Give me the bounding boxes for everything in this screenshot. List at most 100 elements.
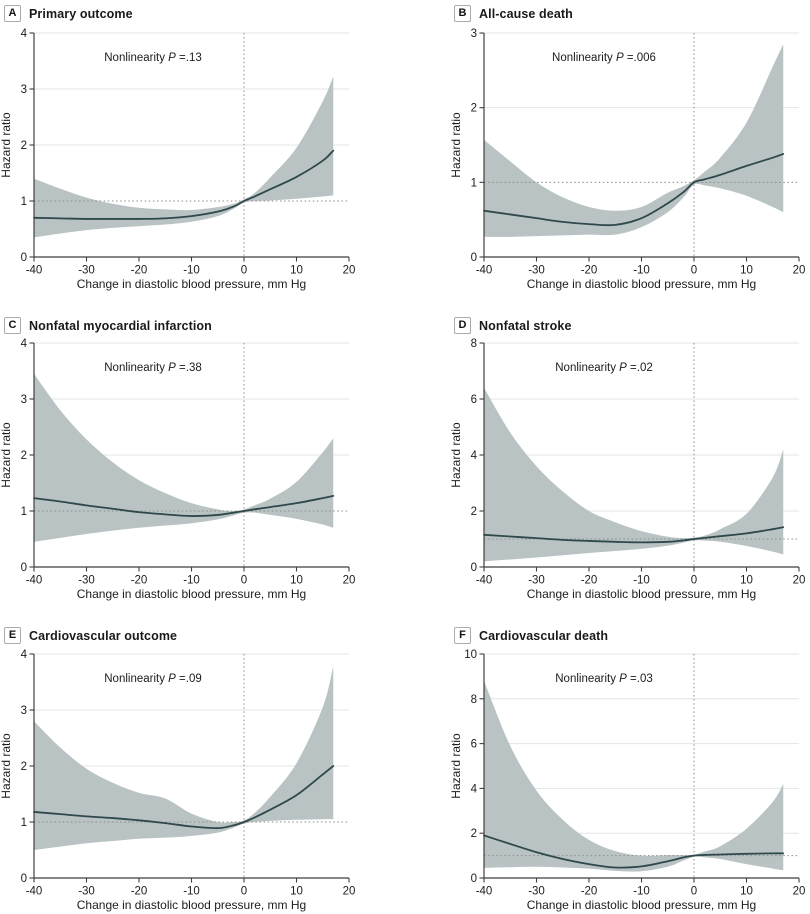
confidence-band	[34, 76, 334, 238]
svg-text:-40: -40	[476, 886, 493, 898]
svg-text:3: 3	[471, 28, 477, 40]
panel-header-c: C Nonfatal myocardial infarction	[4, 317, 212, 334]
svg-text:-40: -40	[26, 265, 43, 277]
svg-text:10: 10	[740, 886, 753, 898]
svg-text:-10: -10	[633, 265, 650, 277]
svg-text:8: 8	[471, 338, 477, 350]
annotation-prefix: Nonlinearity	[555, 362, 620, 374]
tick-labels: 0 1 2 3 4 -40 -30 -20 -10 0 10 20	[21, 338, 356, 587]
panel-title: Cardiovascular outcome	[29, 628, 178, 643]
hazard-curve	[483, 834, 785, 869]
tick-labels: 0 1 2 3 -40 -30 -20 -10 0 10 20	[471, 28, 806, 277]
annotation-value: =.13	[175, 52, 202, 64]
nonlinearity-annotation: Nonlinearity P =.02	[555, 362, 653, 374]
nonlinearity-annotation: Nonlinearity P =.13	[104, 52, 202, 64]
svg-text:2: 2	[21, 450, 27, 462]
tick-labels: 0 1 2 3 4 -40 -30 -20 -10 0 10 20	[21, 28, 356, 277]
svg-text:0: 0	[241, 886, 247, 898]
svg-text:20: 20	[793, 575, 806, 587]
y-axis-label: Hazard ratio	[0, 112, 13, 178]
annotation-value: =.02	[626, 362, 653, 374]
reference-lines	[34, 343, 349, 567]
svg-text:-20: -20	[581, 575, 598, 587]
annotation-value: =.006	[623, 52, 656, 64]
panel-cardiovascular-death: F Cardiovascular death Nonlinearity P =.…	[405, 610, 810, 914]
svg-text:10: 10	[290, 886, 303, 898]
annotation-prefix: Nonlinearity	[104, 362, 169, 374]
panel-letter-badge: A	[4, 5, 21, 22]
y-axis-label: Hazard ratio	[0, 422, 13, 488]
svg-text:-30: -30	[78, 575, 95, 587]
x-axis-label: Change in diastolic blood pressure, mm H…	[527, 277, 756, 291]
hazard-ratio-chart-c: 0 1 2 3 4 -40 -30 -20 -10 0 10 20 Hazard ratio Change…	[0, 338, 356, 601]
svg-text:4: 4	[21, 338, 28, 350]
svg-text:-20: -20	[581, 265, 598, 277]
svg-text:0: 0	[241, 575, 247, 587]
svg-text:2: 2	[21, 761, 27, 773]
svg-text:20: 20	[343, 886, 356, 898]
svg-text:20: 20	[343, 265, 356, 277]
svg-text:10: 10	[464, 649, 477, 661]
svg-text:-30: -30	[78, 265, 95, 277]
svg-text:4: 4	[21, 649, 28, 661]
panel-letter-badge: E	[4, 627, 21, 644]
svg-text:-20: -20	[131, 575, 148, 587]
x-axis-label: Change in diastolic blood pressure, mm H…	[77, 277, 306, 291]
nonlinearity-annotation: Nonlinearity P =.03	[555, 673, 653, 685]
svg-text:-20: -20	[581, 886, 598, 898]
annotation-prefix: Nonlinearity	[555, 673, 620, 685]
hazard-curve	[483, 526, 785, 544]
annotation-prefix: Nonlinearity	[552, 52, 616, 64]
y-axis-label: Hazard ratio	[449, 733, 463, 799]
annotation-p-symbol: P	[168, 52, 176, 64]
svg-text:10: 10	[290, 265, 303, 277]
svg-text:6: 6	[471, 739, 477, 751]
confidence-band	[34, 373, 334, 542]
panel-header-d: D Nonfatal stroke	[454, 317, 572, 334]
svg-text:2: 2	[21, 140, 27, 152]
confidence-band	[484, 387, 784, 562]
nonlinearity-annotation: Nonlinearity P =.09	[104, 673, 202, 685]
svg-text:0: 0	[21, 873, 27, 885]
annotation-p-symbol: P	[615, 52, 624, 64]
panel-content-f: F Cardiovascular death Nonlinearity P =.…	[405, 610, 810, 914]
svg-text:0: 0	[691, 265, 697, 277]
panel-nonfatal-mi: C Nonfatal myocardial infarction Nonline…	[0, 305, 405, 610]
panel-title: All-cause death	[479, 6, 573, 21]
annotation-value: =.38	[175, 362, 202, 374]
hazard-curve	[483, 153, 785, 227]
svg-text:-30: -30	[528, 265, 545, 277]
confidence-band	[34, 666, 334, 850]
svg-text:0: 0	[21, 252, 27, 264]
panel-letter-badge: B	[454, 5, 471, 22]
svg-text:-30: -30	[528, 575, 545, 587]
y-axis-label: Hazard ratio	[449, 112, 463, 178]
panel-all-cause-death: B All-cause death Nonlinearity P =.006 0…	[405, 0, 810, 305]
panel-title: Nonfatal myocardial infarction	[29, 318, 212, 333]
svg-text:-30: -30	[528, 886, 545, 898]
gridlines	[34, 653, 349, 767]
annotation-p-symbol: P	[168, 362, 176, 374]
svg-text:-10: -10	[633, 886, 650, 898]
nonlinearity-annotation: Nonlinearity P =.38	[104, 362, 202, 374]
svg-text:4: 4	[21, 28, 28, 40]
svg-text:4: 4	[471, 783, 478, 795]
hazard-ratio-chart-e: 0 1 2 3 4 -40 -30 -20 -10 0 10 20 Hazard ratio Change…	[0, 649, 356, 912]
annotation-prefix: Nonlinearity	[104, 673, 169, 685]
panel-content-c: C Nonfatal myocardial infarction Nonline…	[0, 305, 405, 610]
svg-text:1: 1	[471, 177, 477, 189]
tick-labels: 0 2 4 6 8 10 -40 -30 -20 -10 0 10 20	[464, 649, 805, 898]
y-axis-label: Hazard ratio	[0, 733, 13, 799]
y-axis-label: Hazard ratio	[449, 422, 463, 488]
x-axis-label: Change in diastolic blood pressure, mm H…	[527, 587, 756, 601]
svg-text:-40: -40	[476, 575, 493, 587]
svg-text:6: 6	[471, 394, 477, 406]
x-axis-label: Change in diastolic blood pressure, mm H…	[77, 587, 306, 601]
svg-text:2: 2	[471, 103, 477, 115]
svg-text:0: 0	[471, 873, 477, 885]
svg-text:-30: -30	[78, 886, 95, 898]
svg-text:3: 3	[21, 394, 27, 406]
panel-title: Primary outcome	[29, 6, 133, 21]
reference-lines	[34, 33, 349, 257]
